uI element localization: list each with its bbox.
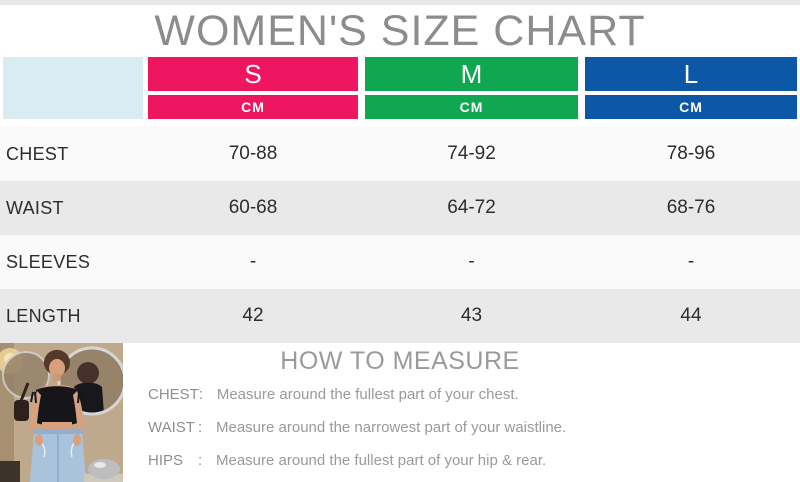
cell-value: 42 <box>242 305 264 326</box>
measure-text: Measure around the fullest part of your … <box>216 452 547 469</box>
row-label: WAIST <box>6 197 64 218</box>
measure-colon: : <box>198 386 204 403</box>
row-label: CHEST <box>6 143 69 164</box>
size-column-m: M CM <box>365 57 578 119</box>
unit-cell-s: CM <box>148 95 358 119</box>
measure-label: HIPS <box>148 452 184 469</box>
size-column-s: S CM <box>148 57 358 119</box>
how-to-measure-section: HOW TO MEASURE CHEST: Measure around the … <box>0 343 800 482</box>
table-row-sleeves: SLEEVES - - - <box>0 235 800 289</box>
measure-line-chest: CHEST: Measure around the fullest part of… <box>148 385 800 405</box>
table-header-row: S CM M CM L CM <box>0 57 800 119</box>
table-row-waist: WAIST 60-68 64-72 68-76 <box>0 181 800 235</box>
measure-colon: : <box>198 452 203 469</box>
measure-label: CHEST <box>148 386 199 403</box>
size-header-s: S <box>148 57 358 91</box>
cell-value: - <box>468 251 475 272</box>
measure-instructions: CHEST: Measure around the fullest part of… <box>148 385 800 471</box>
size-column-l: L CM <box>585 57 797 119</box>
measure-text: Measure around the narrowest part of you… <box>216 419 567 436</box>
cell-value: 68-76 <box>666 197 716 218</box>
row-label: LENGTH <box>6 305 81 326</box>
cell-value: 78-96 <box>666 143 716 164</box>
cell-value: - <box>249 251 257 272</box>
measure-label: WAIST <box>148 419 195 436</box>
measure-text: Measure around the fullest part of your … <box>216 386 519 403</box>
table-body: CHEST 70-88 74-92 78-96 WAIST 60-68 64-7… <box>0 127 800 343</box>
cell-value: 70-88 <box>228 143 278 164</box>
how-to-measure-title: HOW TO MEASURE <box>280 347 520 375</box>
unit-cell-l: CM <box>585 95 797 119</box>
row-label: SLEEVES <box>6 251 91 272</box>
cell-value: 60-68 <box>228 197 278 218</box>
cell-value: - <box>687 251 695 272</box>
table-row-chest: CHEST 70-88 74-92 78-96 <box>0 127 800 181</box>
top-divider <box>0 0 800 5</box>
unit-cell-m: CM <box>365 95 578 119</box>
cell-value: 74-92 <box>447 143 496 164</box>
size-header-l: L <box>585 57 797 91</box>
measure-line-hips: HIPS: Measure around the fullest part of … <box>148 451 800 471</box>
size-table: S CM M CM L CM CHEST 70-88 74-92 78-96 <box>0 57 800 343</box>
model-photo <box>0 343 123 482</box>
model-photo-illustration <box>0 343 123 482</box>
table-row-length: LENGTH 42 43 44 <box>0 289 800 343</box>
page-title: WOMEN'S SIZE CHART <box>154 7 646 55</box>
cell-value: 64-72 <box>447 197 496 218</box>
cell-value: 43 <box>460 305 483 326</box>
table-corner-cell <box>3 57 143 119</box>
size-header-m: M <box>365 57 578 91</box>
measure-colon: : <box>198 419 203 436</box>
cell-value: 44 <box>680 305 702 326</box>
measure-line-waist: WAIST: Measure around the narrowest part … <box>148 418 800 438</box>
